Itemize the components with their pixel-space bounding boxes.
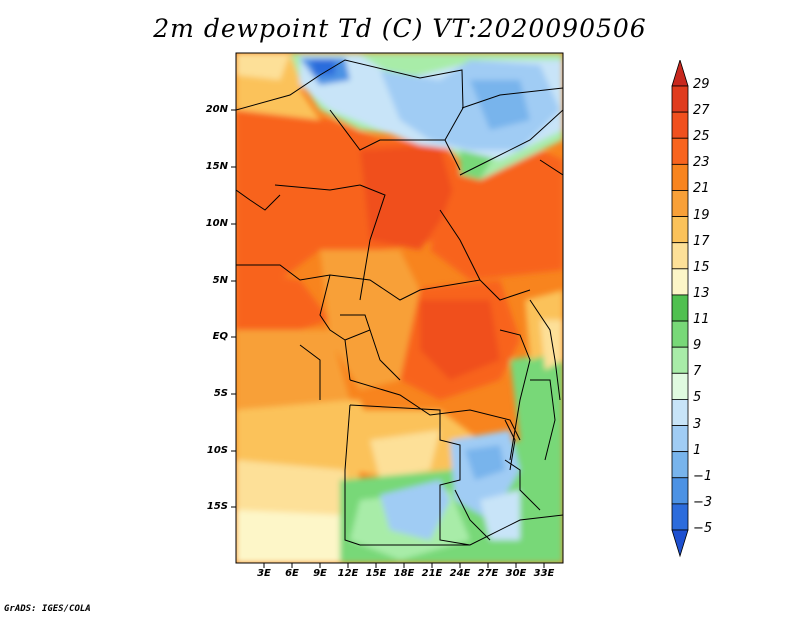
- colorbar-segment: [671, 242, 689, 270]
- colorbar-segment: [671, 216, 689, 244]
- colorbar-label: 9: [693, 338, 702, 354]
- colorbar-segment: [671, 372, 689, 400]
- colorbar-label: 25: [693, 129, 710, 145]
- colorbar-label: 21: [693, 181, 710, 197]
- colorbar-label: 17: [693, 233, 710, 249]
- lon-label-27e: 27E: [477, 568, 499, 579]
- colorbar-top-triangle: [671, 60, 689, 87]
- colorbar-segment: [671, 320, 689, 348]
- colorbar-label: 5: [693, 390, 702, 406]
- colorbar-label: 7: [693, 364, 702, 380]
- colorbar-segment: [671, 163, 689, 191]
- colorbar-label: 11: [693, 312, 710, 328]
- lon-label-21e: 21E: [421, 568, 443, 579]
- lon-label-3e: 3E: [257, 568, 271, 579]
- lat-label-10n: 10N: [205, 218, 228, 229]
- lon-label-6e: 6E: [285, 568, 299, 579]
- colorbar-segment: [671, 503, 689, 531]
- lat-label-5n: 5N: [212, 275, 228, 286]
- grads-credit: GrADS: IGES/COLA: [4, 604, 91, 614]
- colorbar-segment: [671, 111, 689, 139]
- lon-label-18e: 18E: [393, 568, 415, 579]
- colorbar-bottom-triangle: [671, 529, 689, 558]
- lat-label-10s: 10S: [206, 445, 228, 456]
- colorbar-segment: [671, 346, 689, 374]
- lat-label-15s: 15S: [206, 501, 228, 512]
- colorbar-label: 23: [693, 155, 710, 171]
- colorbar: [671, 60, 689, 558]
- colorbar-label: 15: [693, 259, 710, 275]
- lon-label-15e: 15E: [365, 568, 387, 579]
- colorbar-segment: [671, 137, 689, 165]
- colorbar-segment: [671, 425, 689, 453]
- colorbar-segment: [671, 477, 689, 505]
- colorbar-segment: [671, 268, 689, 296]
- lon-label-30e: 30E: [505, 568, 527, 579]
- colorbar-label: −1: [693, 468, 713, 484]
- colorbar-label: 19: [693, 207, 710, 223]
- lon-label-33e: 33E: [533, 568, 555, 579]
- lat-label-eq: EQ: [212, 331, 228, 342]
- lat-label-20n: 20N: [205, 104, 228, 115]
- map-title: 2m dewpoint Td (C) VT:2020090506: [153, 14, 647, 43]
- colorbar-segment: [671, 190, 689, 217]
- lat-label-5s: 5S: [213, 388, 228, 399]
- lon-label-9e: 9E: [313, 568, 327, 579]
- colorbar-label: −3: [693, 494, 713, 510]
- lon-label-24e: 24E: [449, 568, 471, 579]
- colorbar-segment: [671, 399, 689, 426]
- colorbar-label: −5: [693, 521, 713, 536]
- colorbar-label: 29: [693, 77, 710, 92]
- lat-label-15n: 15N: [205, 161, 228, 172]
- colorbar-label: 1: [693, 442, 702, 458]
- colorbar-segment: [671, 294, 689, 322]
- lon-label-12e: 12E: [337, 568, 359, 579]
- colorbar-segment: [671, 85, 689, 113]
- colorbar-segment: [671, 451, 689, 479]
- colorbar-label: 27: [693, 103, 710, 119]
- colorbar-label: 13: [693, 285, 710, 301]
- colorbar-label: 3: [693, 416, 702, 432]
